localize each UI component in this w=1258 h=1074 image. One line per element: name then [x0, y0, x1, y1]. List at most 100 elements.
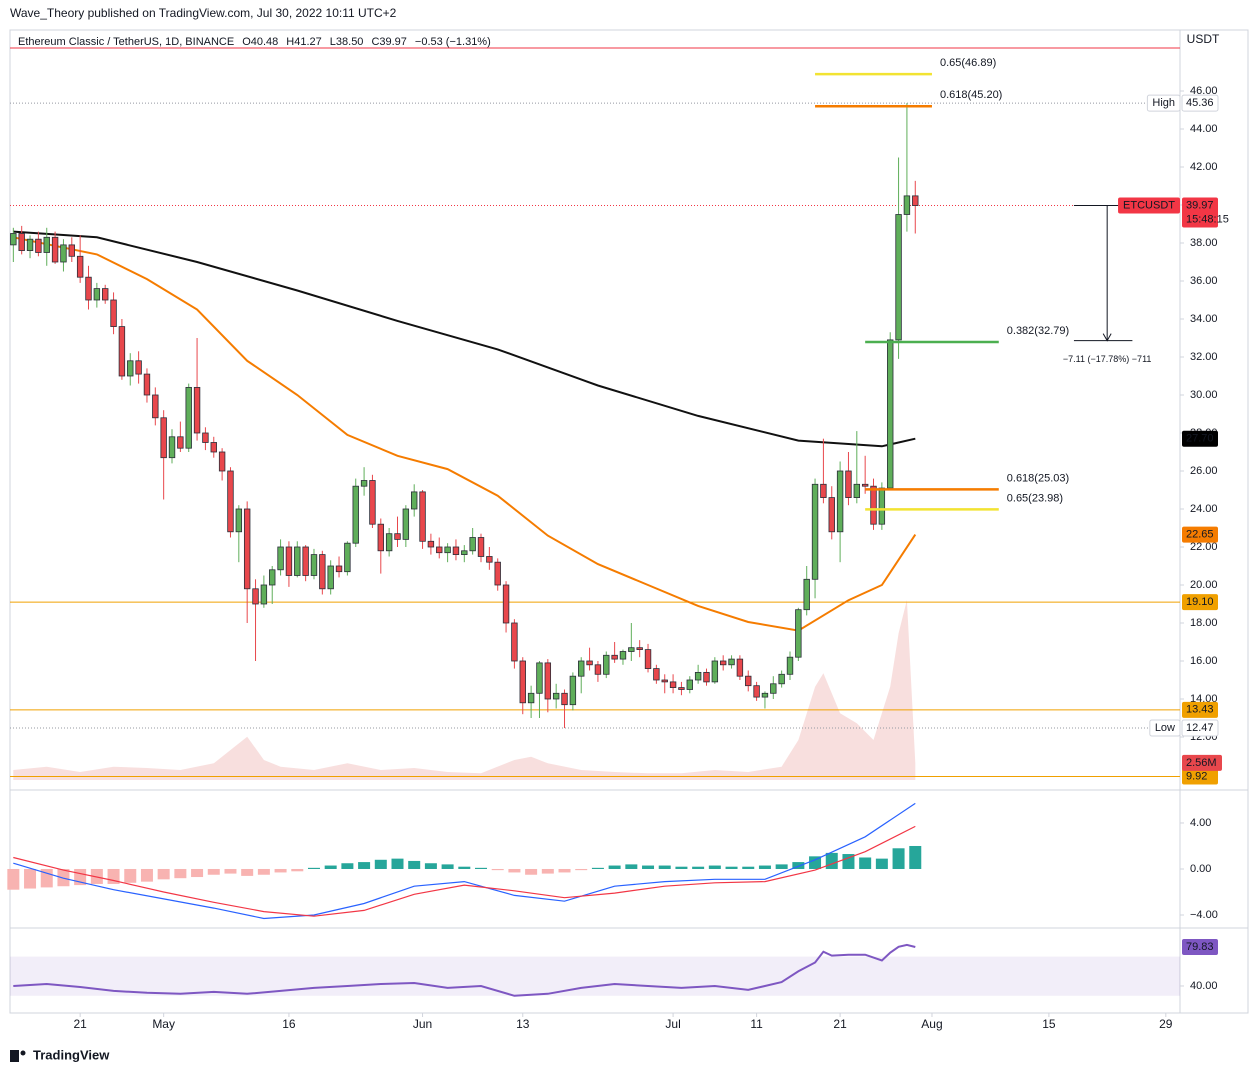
candle-body — [811, 483, 819, 580]
macd-histogram-bar — [475, 867, 488, 869]
candle-body — [352, 485, 359, 544]
candle-body — [193, 386, 201, 434]
candle-body — [235, 508, 243, 533]
candle-body — [653, 668, 660, 681]
candle-body — [419, 491, 426, 542]
candle-body — [544, 662, 552, 700]
candle-body — [260, 584, 268, 605]
candle-body — [469, 537, 476, 552]
candle-body — [152, 394, 159, 419]
candle-body — [385, 533, 393, 552]
macd-histogram-bar — [24, 868, 37, 889]
candle-body — [177, 436, 184, 449]
candle-body — [603, 654, 610, 675]
candle-body — [294, 546, 301, 576]
candle-body — [619, 651, 627, 660]
candle-body — [494, 561, 501, 586]
candle-body — [803, 578, 810, 611]
candle-body — [861, 483, 869, 487]
x-tick-label: 29 — [1159, 1017, 1173, 1031]
candle-body — [269, 569, 276, 586]
candle-body — [552, 692, 560, 700]
price-badge — [1182, 701, 1218, 718]
candle-body — [110, 299, 117, 327]
price-badge — [1182, 197, 1218, 228]
macd-histogram-bar — [692, 866, 705, 869]
y-tick-label: 22.00 — [1190, 541, 1218, 553]
price-badge-label: 13.43 — [1186, 704, 1214, 716]
moving-average — [13, 230, 916, 448]
price-tag-label: ETCUSDT — [1123, 199, 1175, 211]
ohlc-value: O40.48 — [242, 36, 278, 48]
macd-tick-label: −4.00 — [1190, 909, 1218, 921]
candle-body — [60, 244, 67, 263]
price-tag — [1149, 719, 1181, 737]
macd-histogram-bar — [7, 868, 20, 890]
candle-body — [243, 508, 251, 590]
x-tick-label: 16 — [282, 1017, 296, 1031]
macd-histogram-bar — [408, 860, 421, 869]
candle-body — [628, 647, 635, 652]
macd-tick-label: 0.00 — [1190, 863, 1211, 875]
macd-line — [13, 802, 916, 920]
countdown: 15:48:15 — [1186, 213, 1229, 225]
macd-histogram-bar — [424, 863, 437, 869]
measure-arrowhead — [1102, 333, 1112, 342]
candle-body — [845, 470, 852, 498]
candle-body — [703, 671, 710, 683]
y-tick-label: 20.00 — [1190, 579, 1218, 591]
macd-histogram-bar — [909, 845, 922, 869]
y-tick-label: 46.00 — [1190, 85, 1218, 97]
macd-histogram-bar — [541, 868, 554, 874]
y-tick-label: 18.00 — [1190, 617, 1218, 629]
macd-histogram-bar — [675, 866, 688, 869]
candle-body — [168, 436, 176, 459]
candle-body — [594, 664, 602, 675]
fib-label: 0.618(25.03) — [1007, 472, 1069, 484]
macd-histogram-bar — [124, 868, 137, 883]
macd-histogram-bar — [508, 868, 521, 873]
price-badge-label: 45.36 — [1186, 97, 1214, 109]
candle-body — [10, 233, 17, 246]
macd-histogram-bar — [642, 865, 655, 869]
candle-body — [160, 417, 167, 459]
volume-badge — [1182, 754, 1222, 771]
macd-histogram-bar — [307, 867, 320, 869]
y-tick-label: 30.00 — [1190, 389, 1218, 401]
candle-body — [227, 470, 234, 533]
candle-body — [18, 233, 25, 251]
candle-body — [669, 681, 677, 688]
candle-body — [820, 483, 827, 498]
candle-body — [778, 673, 785, 685]
volume-area — [13, 600, 916, 780]
macd-histogram-bar — [274, 868, 287, 873]
price-badge — [1182, 526, 1218, 543]
candle-body — [761, 692, 769, 698]
candle-body — [611, 654, 618, 660]
candle-body — [578, 660, 585, 677]
x-tick-label: Aug — [921, 1017, 942, 1031]
macd-histogram-bar — [525, 868, 538, 875]
candle-body — [878, 487, 886, 525]
price-badge — [1182, 430, 1218, 447]
macd-histogram-bar — [207, 868, 220, 875]
macd-histogram-bar — [792, 862, 805, 869]
candle-body — [853, 483, 861, 498]
candle-body — [644, 649, 652, 669]
ohlc-value: L38.50 — [330, 36, 364, 48]
x-tick-label: 11 — [750, 1017, 763, 1031]
macd-histogram-bar — [608, 865, 621, 869]
candle-body — [502, 584, 510, 624]
y-tick-label: 34.00 — [1190, 313, 1218, 325]
macd-histogram-bar — [224, 868, 237, 874]
macd-histogram-bar — [441, 864, 454, 869]
macd-histogram-bar — [859, 857, 872, 869]
candle-body — [711, 660, 719, 683]
candle-body — [202, 432, 209, 443]
rsi-line — [13, 943, 916, 997]
x-tick-label: Jun — [413, 1017, 432, 1031]
price-badge-label: 22.65 — [1186, 529, 1214, 541]
candle-body — [427, 540, 435, 548]
candle-body — [477, 537, 485, 557]
